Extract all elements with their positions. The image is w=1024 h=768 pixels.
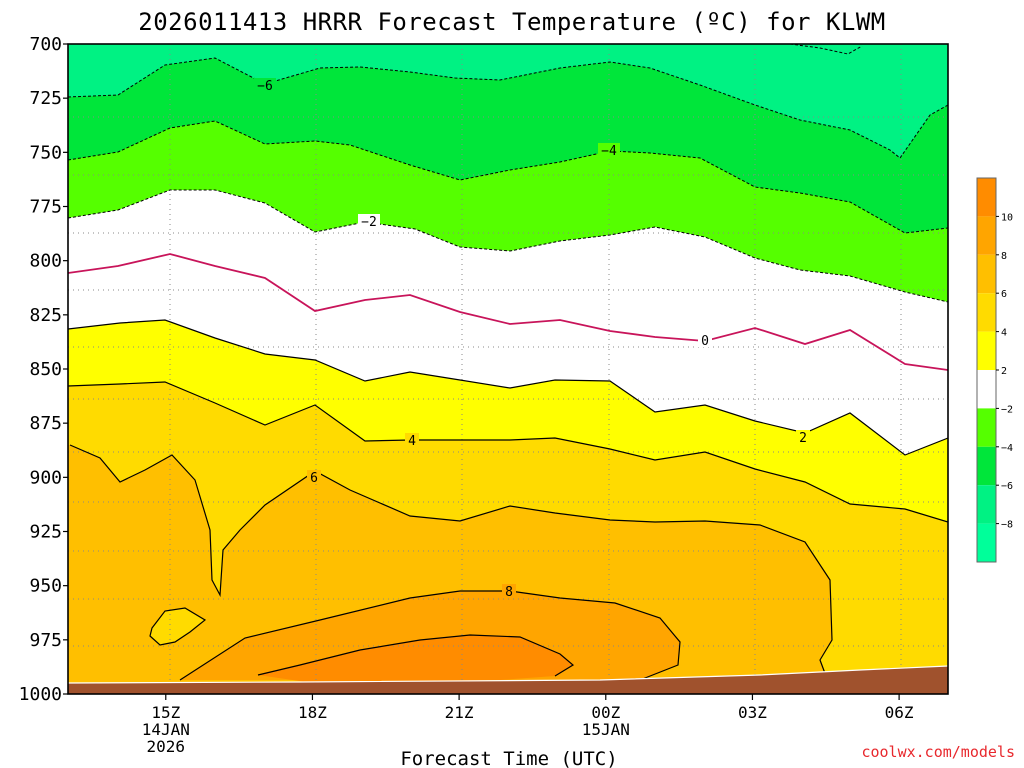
band-minus8-to-minus6	[68, 44, 948, 158]
contour-label-0: 0	[701, 334, 709, 349]
colorbar-label: −6	[1001, 481, 1013, 492]
isotherm-0	[68, 253, 948, 371]
isotherm-6	[69, 444, 833, 677]
source-credit: coolwx.com/models	[861, 743, 1015, 761]
y-tick-label: 925	[29, 522, 62, 543]
contour-label-4: 4	[408, 434, 416, 449]
colorbar-label: −2	[1001, 404, 1013, 415]
x-tick-label: 2026	[147, 737, 186, 756]
isotherm-10	[257, 634, 575, 677]
contour-label-minus6: −6	[257, 79, 273, 94]
colorbar-label: 8	[1001, 251, 1007, 262]
colorbar-swatch	[977, 178, 996, 217]
y-tick-label: 750	[29, 142, 62, 163]
isotherm-minus6-top	[789, 44, 863, 55]
y-tick-label: 850	[29, 359, 62, 380]
surface-line	[68, 665, 948, 684]
colorbar-label: 2	[1001, 366, 1007, 377]
x-tick-label: 15Z	[151, 703, 180, 722]
ground-surface	[68, 666, 948, 694]
y-tick-label: 725	[29, 88, 62, 109]
terrain	[68, 665, 948, 694]
y-tick-label: 775	[29, 197, 62, 218]
y-tick-label: 950	[29, 576, 62, 597]
x-tick-label: 03Z	[738, 703, 767, 722]
isotherm-minus6	[68, 57, 948, 159]
colorbar-swatch	[977, 523, 996, 562]
band-gt-10	[258, 635, 573, 684]
colorbar-label: −8	[1001, 520, 1013, 531]
isotherm-minus4	[68, 120, 948, 234]
y-tick-label: 800	[29, 251, 62, 272]
contour-label-8: 8	[505, 585, 513, 600]
y-tick-label: 975	[29, 630, 62, 651]
x-tick-label: 21Z	[445, 703, 474, 722]
contour-labels: −6 −4 −2 0 2 4 6 8	[254, 78, 810, 600]
gridlines	[68, 44, 948, 694]
isotherm-4	[68, 381, 948, 523]
contour-label-minus4: −4	[601, 144, 617, 159]
band-warm-bubble	[150, 608, 205, 645]
x-axis-label: Forecast Time (UTC)	[400, 748, 617, 768]
colorbar-swatch	[977, 216, 996, 255]
y-axis: 700 725 750 775 800 825 850 875 900 925 950 975 1000	[19, 34, 68, 705]
y-tick-label: 875	[29, 413, 62, 434]
contour-label-minus2: −2	[361, 215, 377, 230]
colorbar-swatch	[977, 254, 996, 294]
isotherm-6-loop	[149, 607, 207, 646]
y-tick-label: 700	[29, 34, 62, 55]
x-tick-label: 06Z	[885, 703, 914, 722]
colorbar-legend: 10 8 6 4 2 −2 −4 −6 −8	[976, 177, 1013, 563]
colorbar-label: 6	[1001, 289, 1007, 300]
plot-area: −6 −4 −2 0 2 4 6 8	[68, 44, 948, 694]
x-tick-label: 15JAN	[582, 720, 630, 739]
isotherm-8	[179, 590, 681, 681]
colorbar-swatch	[977, 331, 996, 370]
contour-label-2: 2	[799, 431, 807, 446]
contour-label-6: 6	[310, 471, 318, 486]
colorbar-swatch	[977, 485, 996, 524]
chart-title: 2026011413 HRRR Forecast Temperature (ºC…	[138, 8, 885, 36]
y-tick-label: 825	[29, 305, 62, 326]
x-tick-label: 18Z	[298, 703, 327, 722]
y-tick-label: 900	[29, 467, 62, 488]
y-tick-label: 1000	[19, 684, 62, 705]
x-tick-label: 00Z	[591, 703, 620, 722]
colorbar-swatch	[977, 370, 996, 409]
colorbar-label: 10	[1001, 212, 1013, 223]
colorbar-swatch	[977, 293, 996, 332]
isotherm-contours	[68, 44, 948, 681]
isotherm-minus2	[68, 189, 948, 303]
colorbar-label: 4	[1001, 328, 1007, 339]
x-tick-label: 14JAN	[142, 720, 190, 739]
colorbar-label: −4	[1001, 443, 1013, 454]
colorbar-swatch	[977, 408, 996, 447]
colorbar-swatch	[977, 446, 996, 486]
